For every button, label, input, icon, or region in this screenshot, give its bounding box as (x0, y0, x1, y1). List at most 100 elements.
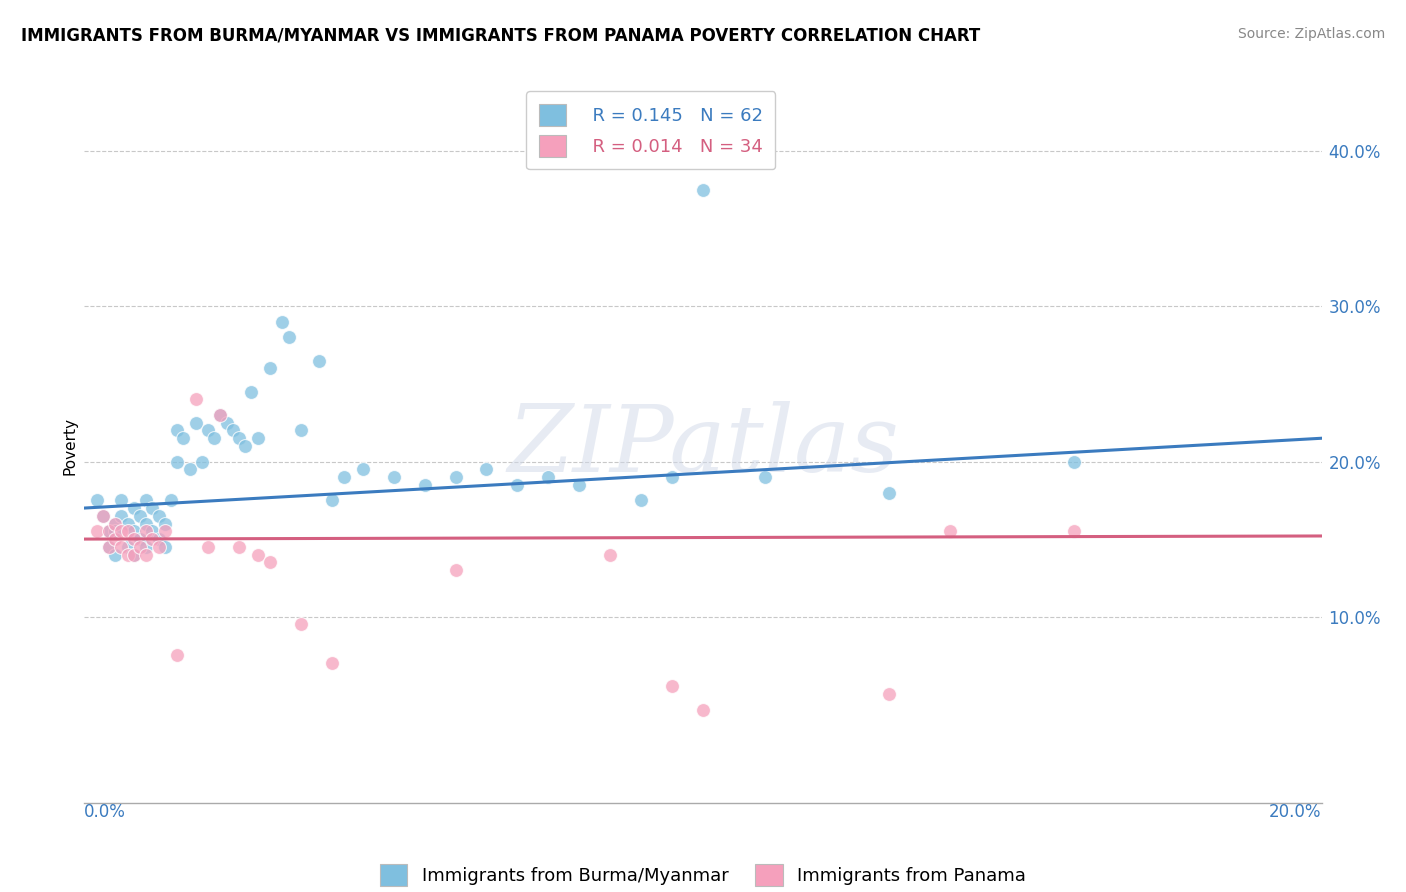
Point (98, 524, 121, 539)
Point (197, 424, 219, 438)
Point (135, 516, 157, 531)
Point (184, 416, 207, 430)
Point (1063, 454, 1085, 468)
Point (166, 454, 188, 468)
Point (382, 470, 405, 484)
Text: IMMIGRANTS FROM BURMA/MYANMAR VS IMMIGRANTS FROM PANAMA POVERTY CORRELATION CHAR: IMMIGRANTS FROM BURMA/MYANMAR VS IMMIGRA… (21, 27, 980, 45)
Point (228, 431, 250, 445)
Legend: Immigrants from Burma/Myanmar, Immigrants from Panama: Immigrants from Burma/Myanmar, Immigrant… (371, 855, 1035, 892)
Point (661, 680, 683, 694)
Point (184, 392, 207, 407)
Point (104, 516, 127, 531)
Point (568, 477, 591, 491)
Point (122, 501, 145, 516)
Point (630, 493, 652, 508)
Point (117, 524, 139, 539)
Point (98, 524, 121, 539)
Point (117, 516, 139, 531)
Point (692, 703, 714, 717)
Point (148, 532, 170, 546)
Point (122, 524, 145, 539)
Point (135, 540, 157, 554)
Text: ZIPatlas: ZIPatlas (508, 401, 898, 491)
Point (444, 470, 467, 484)
Point (1063, 524, 1085, 539)
Point (233, 439, 256, 453)
Point (215, 416, 238, 430)
Point (259, 555, 281, 569)
Point (122, 548, 145, 562)
Point (129, 540, 152, 554)
Text: 20.0%: 20.0% (1270, 803, 1322, 821)
Point (86, 524, 108, 539)
Point (939, 524, 962, 539)
Point (277, 330, 299, 344)
Point (104, 532, 127, 546)
Point (91, 508, 114, 523)
Point (333, 470, 356, 484)
Text: Source: ZipAtlas.com: Source: ZipAtlas.com (1237, 27, 1385, 41)
Point (141, 501, 163, 516)
Point (153, 540, 176, 554)
Point (129, 532, 152, 546)
Point (290, 424, 312, 438)
Point (661, 470, 683, 484)
Point (104, 524, 127, 539)
Point (104, 548, 127, 562)
Point (209, 408, 232, 422)
Point (86, 493, 108, 508)
Point (110, 524, 132, 539)
Point (160, 493, 183, 508)
Point (475, 462, 498, 476)
Point (228, 540, 250, 554)
Point (110, 508, 132, 523)
Point (129, 508, 152, 523)
Point (413, 477, 436, 491)
Point (877, 687, 900, 701)
Point (98, 540, 121, 554)
Point (91, 508, 114, 523)
Point (321, 656, 343, 670)
Text: 0.0%: 0.0% (84, 803, 127, 821)
Point (202, 431, 225, 445)
Point (271, 315, 294, 329)
Point (222, 424, 245, 438)
Point (135, 493, 157, 508)
Point (179, 462, 201, 476)
Point (110, 540, 132, 554)
Point (148, 508, 170, 523)
Point (537, 470, 560, 484)
Point (246, 431, 269, 445)
Point (321, 493, 343, 508)
Point (246, 548, 269, 562)
Point (148, 540, 170, 554)
Point (135, 548, 157, 562)
Point (104, 516, 127, 531)
Point (352, 462, 374, 476)
Point (98, 540, 121, 554)
Point (191, 454, 214, 468)
Point (122, 548, 145, 562)
Point (122, 532, 145, 546)
Point (172, 431, 194, 445)
Point (141, 524, 163, 539)
Point (153, 516, 176, 531)
Point (166, 424, 188, 438)
Point (135, 524, 157, 539)
Point (259, 361, 281, 376)
Point (308, 353, 330, 368)
Y-axis label: Poverty: Poverty (62, 417, 77, 475)
Point (599, 548, 621, 562)
Point (153, 524, 176, 539)
Point (209, 408, 232, 422)
Point (877, 485, 900, 500)
Point (110, 493, 132, 508)
Point (240, 384, 263, 399)
Point (692, 183, 714, 197)
Point (141, 532, 163, 546)
Point (506, 477, 529, 491)
Point (117, 548, 139, 562)
Point (290, 617, 312, 632)
Point (197, 540, 219, 554)
Point (444, 563, 467, 577)
